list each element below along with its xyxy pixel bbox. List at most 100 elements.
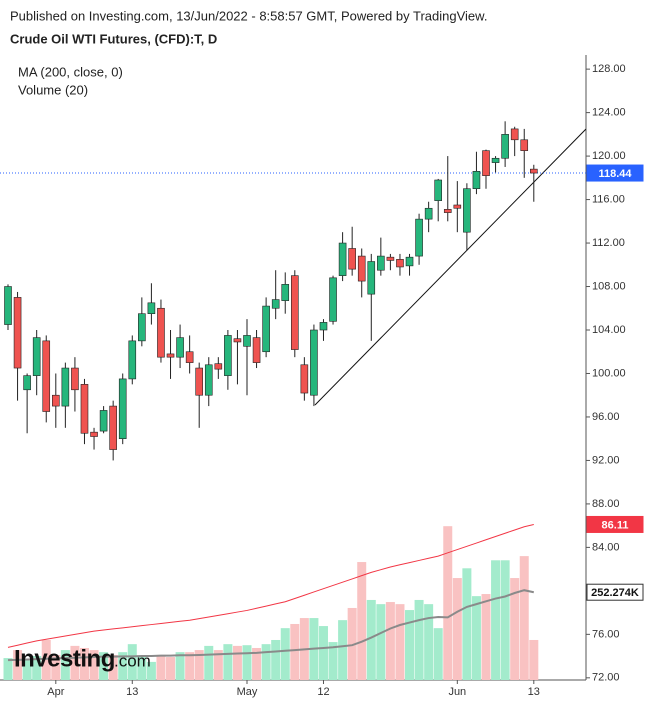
candle-body bbox=[482, 150, 490, 176]
last-price-label: 118.44 bbox=[598, 168, 632, 180]
candle-body bbox=[204, 364, 213, 396]
volume-bar bbox=[452, 578, 462, 680]
volume-bar bbox=[166, 657, 176, 680]
volume-ma-label: 252.274K bbox=[591, 587, 639, 599]
candle-body bbox=[510, 128, 519, 141]
y-tick-label: 96.00 bbox=[592, 411, 620, 423]
candle-body bbox=[472, 171, 481, 189]
candle-body bbox=[529, 168, 538, 174]
y-tick-label: 112.00 bbox=[592, 237, 625, 249]
candle-body bbox=[281, 284, 290, 301]
volume-bar bbox=[481, 594, 491, 680]
candle-body bbox=[252, 337, 261, 363]
candle-body bbox=[434, 179, 443, 201]
volume-bar bbox=[185, 652, 195, 680]
candle-body bbox=[51, 394, 60, 407]
candle-body bbox=[262, 305, 270, 353]
candle-body bbox=[443, 209, 452, 213]
volume-bar bbox=[443, 526, 453, 680]
trend-line bbox=[314, 128, 586, 406]
candle-body bbox=[32, 337, 41, 376]
volume-bar bbox=[462, 568, 472, 680]
ma-label: MA (200, close, 0) bbox=[18, 64, 123, 79]
y-tick-label: 100.00 bbox=[592, 367, 626, 379]
candle-body bbox=[214, 363, 223, 370]
candle-body bbox=[310, 329, 318, 396]
y-tick-label: 108.00 bbox=[592, 280, 626, 292]
logo-text: Investing bbox=[14, 645, 115, 672]
candle-body bbox=[338, 242, 347, 276]
y-tick-label: 92.00 bbox=[592, 454, 620, 466]
volume-bar bbox=[213, 650, 223, 680]
volume-bar bbox=[70, 645, 80, 680]
candle-body bbox=[271, 299, 280, 309]
y-tick-label: 104.00 bbox=[592, 324, 626, 336]
candle-body bbox=[138, 313, 146, 342]
candle-body bbox=[99, 410, 108, 432]
plot bbox=[0, 121, 586, 680]
x-tick-label: May bbox=[237, 686, 258, 698]
candle-body bbox=[453, 204, 462, 209]
logo: Investing .com bbox=[14, 645, 151, 672]
volume-bar bbox=[146, 661, 156, 680]
candle-body bbox=[348, 248, 356, 270]
logo-suffix: .com bbox=[114, 651, 151, 670]
header: Published on Investing.com, 13/Jun/2022 … bbox=[10, 8, 487, 23]
volume-bar bbox=[41, 639, 51, 680]
candle-body bbox=[61, 367, 70, 407]
volume-bar bbox=[175, 652, 185, 680]
y-tick-label: 120.00 bbox=[592, 150, 626, 162]
y-tick-label: 76.00 bbox=[592, 628, 620, 640]
candle-body bbox=[109, 405, 117, 450]
volume-bar bbox=[471, 596, 481, 680]
candle-body bbox=[157, 307, 165, 358]
volume-bar bbox=[108, 654, 118, 680]
candle-body bbox=[80, 384, 89, 434]
volume-bar bbox=[366, 599, 376, 680]
volume-bar bbox=[338, 620, 348, 680]
volume-bar bbox=[328, 642, 338, 680]
volume-bar bbox=[491, 560, 501, 680]
candle-body bbox=[195, 367, 203, 396]
candle-body bbox=[147, 302, 156, 314]
volume-bar bbox=[156, 654, 166, 680]
volume-bar bbox=[137, 655, 147, 680]
volume-bar bbox=[223, 644, 233, 680]
candle-body bbox=[386, 256, 395, 261]
candle-body bbox=[377, 255, 385, 271]
volume-bar bbox=[385, 602, 395, 680]
y-tick-label: 84.00 bbox=[592, 541, 620, 553]
x-tick-label: 13 bbox=[126, 686, 138, 698]
last-price-label-box bbox=[586, 164, 644, 182]
candle-body bbox=[166, 353, 175, 358]
candle-body bbox=[396, 259, 404, 268]
volume-bar bbox=[290, 623, 300, 680]
volume-bar bbox=[118, 652, 128, 680]
volume-bar bbox=[357, 562, 367, 680]
axis-layer: 72.0076.0080.0084.0088.0092.0096.00100.0… bbox=[47, 63, 644, 698]
x-tick-label: 13 bbox=[528, 686, 540, 698]
volume-bar bbox=[261, 644, 271, 680]
volume-bar bbox=[204, 645, 214, 680]
volume-bar bbox=[99, 652, 109, 680]
volume-bar bbox=[51, 654, 61, 680]
volume-bar bbox=[280, 628, 290, 680]
volume-bar bbox=[529, 639, 539, 680]
volume-bar bbox=[127, 644, 137, 680]
candle-body bbox=[71, 367, 79, 391]
volume-bar bbox=[433, 628, 443, 680]
candle-body bbox=[23, 375, 31, 391]
volume-bar bbox=[22, 660, 32, 680]
volume-bar bbox=[3, 658, 13, 680]
volume-bar bbox=[395, 604, 405, 680]
candle-body bbox=[491, 157, 500, 163]
volume-label: Volume (20) bbox=[18, 82, 88, 97]
candle-body bbox=[176, 337, 184, 358]
candle-body bbox=[128, 340, 137, 380]
candle-body bbox=[4, 286, 12, 325]
candle-body bbox=[501, 134, 509, 159]
volume-bar bbox=[60, 650, 70, 680]
volume-bar bbox=[242, 645, 252, 680]
